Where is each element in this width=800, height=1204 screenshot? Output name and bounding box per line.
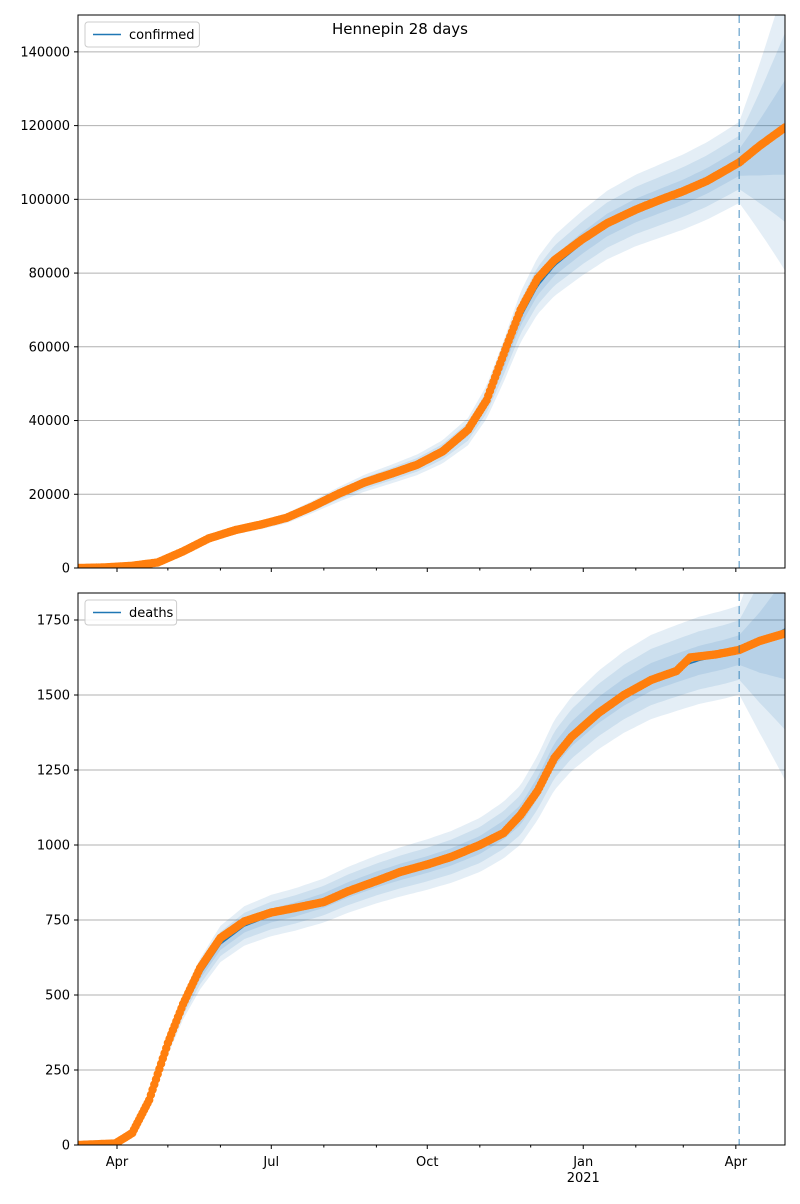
y-tick-label: 500 — [45, 989, 70, 1004]
x-tick-label: Jul — [262, 1155, 279, 1170]
x-year-label: 2021 — [567, 1171, 600, 1186]
y-tick-label: 120000 — [20, 119, 70, 134]
axes-frame — [77, 14, 786, 569]
y-tick-label: 100000 — [20, 193, 70, 208]
uncertainty-band — [78, 593, 785, 1145]
figure-title: Hennepin 28 days — [332, 20, 468, 38]
y-tick-label: 750 — [45, 914, 70, 929]
y-tick-label: 250 — [45, 1064, 70, 1079]
legend: confirmed — [84, 21, 200, 48]
legend-label: confirmed — [129, 28, 195, 43]
uncertainty-band — [78, 32, 785, 568]
plot-area — [78, 593, 785, 1145]
y-tick-label: 140000 — [20, 45, 70, 60]
x-tick-label: Apr — [725, 1155, 748, 1170]
observed-point — [780, 123, 785, 132]
legend-box — [84, 599, 178, 626]
y-tick-label: 1250 — [37, 764, 70, 779]
y-tick-label: 60000 — [29, 340, 70, 355]
legend-box — [84, 21, 200, 48]
y-tick-label: 1500 — [37, 689, 70, 704]
uncertainty-band — [78, 15, 785, 568]
y-tick-label: 1750 — [37, 614, 70, 629]
axes-frame — [77, 592, 786, 1146]
y-tick-label: 0 — [62, 1139, 70, 1154]
y-tick-label: 80000 — [29, 267, 70, 282]
y-tick-label: 20000 — [29, 488, 70, 503]
uncertainty-band — [78, 593, 785, 1145]
uncertainty-band — [78, 593, 785, 1145]
y-tick-label: 40000 — [29, 414, 70, 429]
legend-label: deaths — [129, 606, 174, 621]
uncertainty-band — [78, 80, 785, 568]
y-tick-label: 1000 — [37, 839, 70, 854]
x-tick-label: Oct — [416, 1155, 438, 1170]
x-tick-label: Jan — [572, 1155, 593, 1170]
panel-confirmed: 0 20000 40000 60000 80000 100000 120000 140000 c… — [20, 14, 786, 577]
x-tick-label: Apr — [106, 1155, 129, 1170]
panel-deaths: 0 250 500 750 1000 1250 1500 1750 Apr Jul Oct Jan Ap… — [37, 592, 786, 1186]
legend: deaths — [84, 599, 178, 626]
plot-area — [78, 15, 785, 568]
observed-point — [780, 629, 785, 638]
y-tick-label: 0 — [62, 562, 70, 577]
